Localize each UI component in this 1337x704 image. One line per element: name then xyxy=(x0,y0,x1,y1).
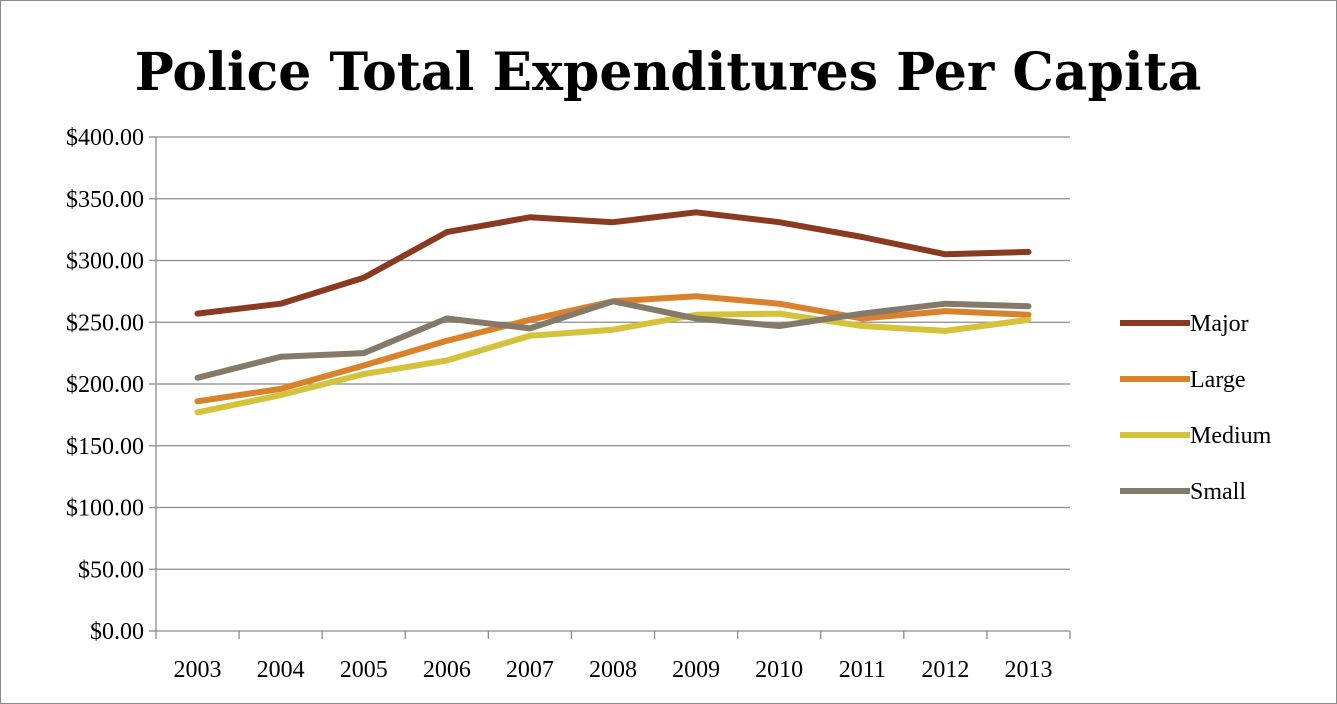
series-line-medium xyxy=(194,310,1032,416)
legend-label-large: Large xyxy=(1190,367,1246,393)
y-tick-label: $300.00 xyxy=(66,249,144,275)
series-lines xyxy=(194,209,1032,416)
x-tick-label: 2003 xyxy=(174,657,222,683)
y-tick-label: $200.00 xyxy=(66,372,144,398)
gridlines xyxy=(156,136,1070,570)
series-line-small xyxy=(194,298,1032,381)
y-tick-label: $250.00 xyxy=(66,310,144,336)
x-tick-label: 2011 xyxy=(839,657,886,683)
y-tick-label: $0.00 xyxy=(90,619,144,645)
x-tick-label: 2007 xyxy=(506,657,554,683)
y-tick-label: $50.00 xyxy=(78,557,144,583)
axes xyxy=(155,137,1070,632)
x-tick-label: 2004 xyxy=(257,657,305,683)
y-tick-label: $350.00 xyxy=(66,187,144,213)
legend-label-medium: Medium xyxy=(1190,423,1272,449)
legend: Major Large Medium Small xyxy=(1120,311,1272,505)
x-tick-label: 2006 xyxy=(423,657,471,683)
x-tick-label: 2010 xyxy=(755,657,803,683)
chart-title: Police Total Expenditures Per Capita xyxy=(135,42,1202,103)
y-tick-label: $100.00 xyxy=(66,496,144,522)
series-line-major xyxy=(194,209,1032,317)
x-tick-label: 2005 xyxy=(340,657,388,683)
legend-label-major: Major xyxy=(1190,311,1249,337)
y-axis-ticks: $0.00 $50.00 $100.00 $150.00 $200.00 $250.00 $… xyxy=(66,125,156,645)
x-tick-label: 2009 xyxy=(672,657,720,683)
legend-label-small: Small xyxy=(1190,479,1246,505)
x-axis-ticks: 2003 2004 2005 2006 2007 2008 2009 2010 2011 2012… xyxy=(155,631,1071,683)
x-tick-label: 2013 xyxy=(1004,657,1052,683)
x-tick-label: 2012 xyxy=(921,657,969,683)
x-tick-label: 2008 xyxy=(589,657,637,683)
y-tick-label: $150.00 xyxy=(66,434,144,460)
y-tick-label: $400.00 xyxy=(66,125,144,151)
